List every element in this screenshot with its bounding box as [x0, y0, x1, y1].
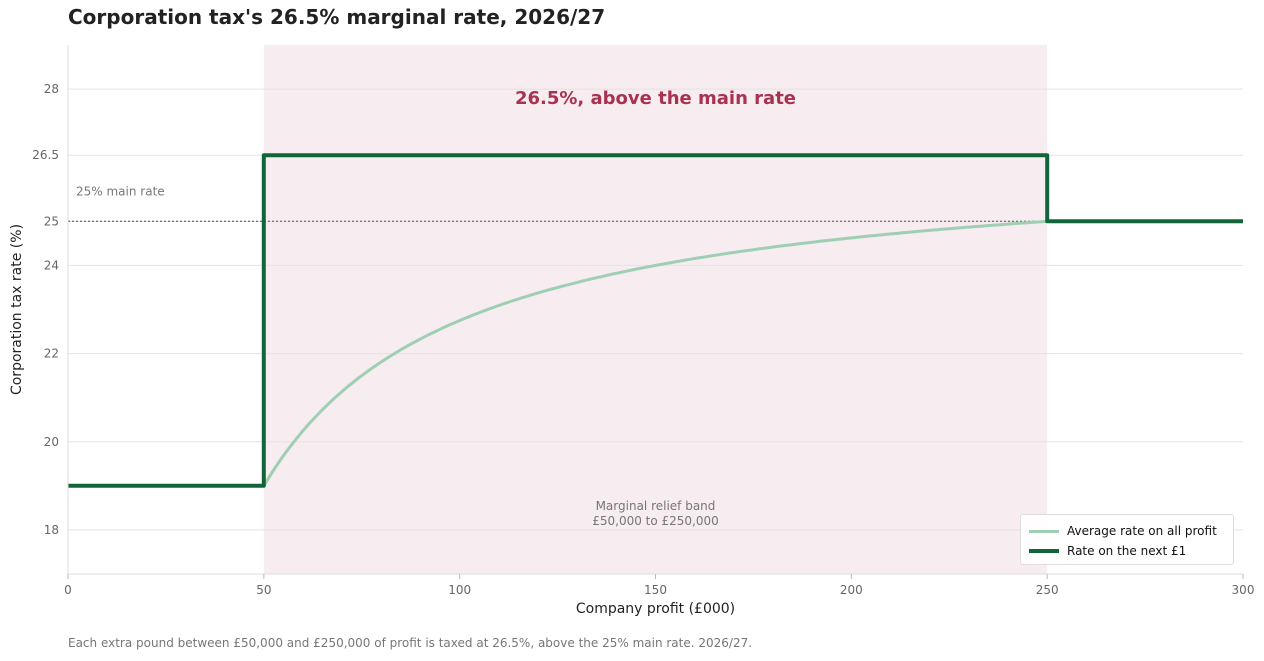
legend-label-average: Average rate on all profit [1067, 524, 1217, 538]
y-tick-label: 25 [44, 214, 59, 228]
y-tick-label: 28 [44, 82, 59, 96]
y-tick-label: 22 [44, 347, 59, 361]
x-tick-label: 300 [1232, 583, 1255, 597]
y-tick-label: 20 [44, 435, 59, 449]
x-tick-label: 250 [1036, 583, 1059, 597]
marginal-relief-band [263, 45, 1048, 574]
footnote: Each extra pound between £50,000 and £25… [68, 636, 753, 650]
x-tick-label: 50 [256, 583, 271, 597]
series-average-rate-line [68, 219, 1243, 488]
x-tick-label: 150 [644, 583, 667, 597]
y-tick-label: 24 [44, 258, 59, 272]
x-tick-label: 100 [448, 583, 471, 597]
band-label-line1: Marginal relief band [596, 499, 716, 513]
legend-label-marginal: Rate on the next £1 [1067, 544, 1187, 558]
legend-item-marginal: Rate on the next £1 [1029, 544, 1186, 558]
legend: Average rate on all profit Rate on the n… [1020, 514, 1234, 565]
legend-item-average: Average rate on all profit [1029, 524, 1217, 538]
legend-swatch-marginal [1029, 549, 1059, 553]
band-label-line2: £50,000 to £250,000 [592, 514, 719, 528]
x-axis-title: Company profit (£000) [576, 601, 735, 617]
y-tick-label: 26.5 [32, 148, 59, 162]
axis-layer: 18 20 22 24 25 26.5 28 0 50 100 150 200 250 300 Compan… [9, 45, 1254, 617]
series-marginal-rate-line [68, 153, 1243, 488]
legend-swatch-average [1029, 529, 1059, 533]
main-rate-label: 25% main rate [76, 184, 165, 198]
y-axis-title: Corporation tax rate (%) [9, 224, 25, 395]
chart-title: Corporation tax's 26.5% marginal rate, 2… [68, 5, 606, 29]
x-tick-label: 200 [840, 583, 863, 597]
series-layer [68, 153, 1243, 488]
band-layer [263, 45, 1048, 574]
y-tick-label: 18 [44, 523, 59, 537]
label-layer: 25% main rate 26.5%, above the main rate M… [76, 88, 796, 528]
x-tick-label: 0 [64, 583, 72, 597]
annotation-above-main-rate: 26.5%, above the main rate [515, 88, 796, 109]
